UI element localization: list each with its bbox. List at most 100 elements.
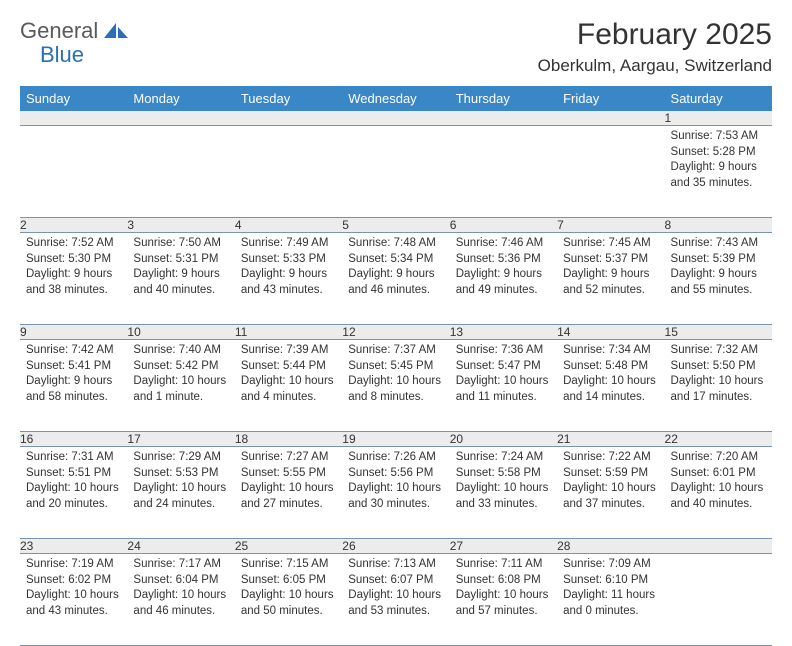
weekday-header: Sunday <box>20 86 127 111</box>
day-day2: and 17 minutes. <box>671 390 766 406</box>
day-sunset: Sunset: 5:37 PM <box>563 252 658 268</box>
day-sunset: Sunset: 5:31 PM <box>133 252 228 268</box>
day-content-cell: Sunrise: 7:39 AMSunset: 5:44 PMDaylight:… <box>235 340 342 432</box>
day-sunrise: Sunrise: 7:20 AM <box>671 450 766 466</box>
day-sunrise: Sunrise: 7:34 AM <box>563 343 658 359</box>
day-day1: Daylight: 9 hours <box>133 267 228 283</box>
day-day2: and 57 minutes. <box>456 604 551 620</box>
day-sunset: Sunset: 5:39 PM <box>671 252 766 268</box>
day-day1: Daylight: 9 hours <box>26 267 121 283</box>
day-sunrise: Sunrise: 7:24 AM <box>456 450 551 466</box>
logo: General Blue <box>20 18 130 44</box>
day-number-cell: 21 <box>557 432 664 447</box>
day-content-cell <box>127 126 234 218</box>
day-sunset: Sunset: 5:56 PM <box>348 466 443 482</box>
day-day2: and 43 minutes. <box>26 604 121 620</box>
day-sunrise: Sunrise: 7:43 AM <box>671 236 766 252</box>
day-sunrise: Sunrise: 7:37 AM <box>348 343 443 359</box>
day-day2: and 33 minutes. <box>456 497 551 513</box>
day-sunset: Sunset: 5:50 PM <box>671 359 766 375</box>
day-sunrise: Sunrise: 7:50 AM <box>133 236 228 252</box>
day-sunrise: Sunrise: 7:42 AM <box>26 343 121 359</box>
day-number-cell: 22 <box>665 432 772 447</box>
day-number-cell: 1 <box>665 111 772 126</box>
day-content-cell: Sunrise: 7:26 AMSunset: 5:56 PMDaylight:… <box>342 447 449 539</box>
day-number-cell: 25 <box>235 539 342 554</box>
day-day2: and 46 minutes. <box>348 283 443 299</box>
logo-word-2: Blue <box>40 42 84 68</box>
day-content-cell: Sunrise: 7:45 AMSunset: 5:37 PMDaylight:… <box>557 233 664 325</box>
calendar-body: 1Sunrise: 7:53 AMSunset: 5:28 PMDaylight… <box>20 111 772 646</box>
day-content-cell: Sunrise: 7:48 AMSunset: 5:34 PMDaylight:… <box>342 233 449 325</box>
logo-sail-icon <box>102 21 130 41</box>
day-sunset: Sunset: 6:07 PM <box>348 573 443 589</box>
day-content-cell: Sunrise: 7:31 AMSunset: 5:51 PMDaylight:… <box>20 447 127 539</box>
day-content-cell <box>235 126 342 218</box>
month-title: February 2025 <box>538 18 772 52</box>
day-number-row: 232425262728 <box>20 539 772 554</box>
logo-word-1: General <box>20 18 98 44</box>
day-sunset: Sunset: 6:08 PM <box>456 573 551 589</box>
day-sunrise: Sunrise: 7:13 AM <box>348 557 443 573</box>
day-sunset: Sunset: 6:02 PM <box>26 573 121 589</box>
day-number-cell: 19 <box>342 432 449 447</box>
day-sunrise: Sunrise: 7:19 AM <box>26 557 121 573</box>
day-content-cell: Sunrise: 7:17 AMSunset: 6:04 PMDaylight:… <box>127 554 234 646</box>
day-sunrise: Sunrise: 7:17 AM <box>133 557 228 573</box>
day-sunset: Sunset: 5:44 PM <box>241 359 336 375</box>
day-day1: Daylight: 10 hours <box>348 588 443 604</box>
day-day1: Daylight: 11 hours <box>563 588 658 604</box>
day-content-cell: Sunrise: 7:50 AMSunset: 5:31 PMDaylight:… <box>127 233 234 325</box>
day-day1: Daylight: 10 hours <box>241 588 336 604</box>
calendar-table: SundayMondayTuesdayWednesdayThursdayFrid… <box>20 86 772 646</box>
day-number-cell <box>127 111 234 126</box>
day-day2: and 14 minutes. <box>563 390 658 406</box>
day-number-cell: 14 <box>557 325 664 340</box>
day-day2: and 50 minutes. <box>241 604 336 620</box>
day-content-cell <box>557 126 664 218</box>
day-day2: and 35 minutes. <box>671 176 766 192</box>
day-number-cell: 12 <box>342 325 449 340</box>
day-number-cell: 5 <box>342 218 449 233</box>
day-day1: Daylight: 10 hours <box>133 374 228 390</box>
day-sunrise: Sunrise: 7:45 AM <box>563 236 658 252</box>
day-day2: and 40 minutes. <box>671 497 766 513</box>
day-day1: Daylight: 9 hours <box>241 267 336 283</box>
day-sunrise: Sunrise: 7:09 AM <box>563 557 658 573</box>
day-day1: Daylight: 10 hours <box>456 374 551 390</box>
day-content-row: Sunrise: 7:19 AMSunset: 6:02 PM Daylight:… <box>20 554 772 646</box>
header: General Blue February 2025 Oberkulm, Aar… <box>20 18 772 76</box>
day-day2: and 30 minutes. <box>348 497 443 513</box>
day-content-cell: Sunrise: 7:09 AMSunset: 6:10 PMDaylight:… <box>557 554 664 646</box>
day-number-row: 2345678 <box>20 218 772 233</box>
weekday-header: Monday <box>127 86 234 111</box>
day-day2: and 38 minutes. <box>26 283 121 299</box>
day-sunrise: Sunrise: 7:32 AM <box>671 343 766 359</box>
day-content-cell: Sunrise: 7:32 AMSunset: 5:50 PMDaylight:… <box>665 340 772 432</box>
day-day2: and 20 minutes. <box>26 497 121 513</box>
day-content-cell: Sunrise: 7:27 AMSunset: 5:55 PMDaylight:… <box>235 447 342 539</box>
day-content-cell: Sunrise: 7:22 AMSunset: 5:59 PMDaylight:… <box>557 447 664 539</box>
day-content-row: Sunrise: 7:53 AMSunset: 5:28 PMDaylight:… <box>20 126 772 218</box>
day-sunrise: Sunrise: 7:26 AM <box>348 450 443 466</box>
day-sunset: Sunset: 5:59 PM <box>563 466 658 482</box>
day-sunrise: Sunrise: 7:15 AM <box>241 557 336 573</box>
day-content-cell <box>342 126 449 218</box>
day-sunrise: Sunrise: 7:40 AM <box>133 343 228 359</box>
day-content-row: Sunrise: 7:52 AMSunset: 5:30 PMDaylight:… <box>20 233 772 325</box>
day-number-row: 16171819202122 <box>20 432 772 447</box>
day-sunrise: Sunrise: 7:27 AM <box>241 450 336 466</box>
day-content-row: Sunrise: 7:42 AMSunset: 5:41 PM Daylight:… <box>20 340 772 432</box>
day-number-cell <box>665 539 772 554</box>
day-sunrise: Sunrise: 7:52 AM <box>26 236 121 252</box>
day-day2: and 4 minutes. <box>241 390 336 406</box>
day-number-cell: 16 <box>20 432 127 447</box>
day-day1: Daylight: 10 hours <box>133 481 228 497</box>
weekday-header: Thursday <box>450 86 557 111</box>
day-day2: and 43 minutes. <box>241 283 336 299</box>
day-sunset: Sunset: 5:41 PM <box>26 359 121 375</box>
weekday-header: Friday <box>557 86 664 111</box>
day-number-row: 1 <box>20 111 772 126</box>
day-day2: and 37 minutes. <box>563 497 658 513</box>
day-sunset: Sunset: 5:28 PM <box>671 145 766 161</box>
